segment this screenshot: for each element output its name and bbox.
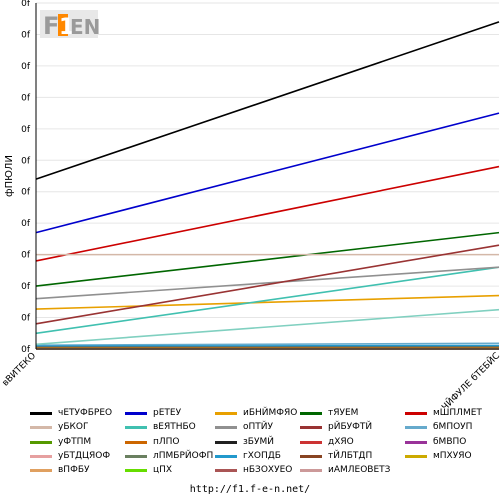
legend-swatch xyxy=(125,440,147,444)
legend-label: иБНЙМФЯО xyxy=(243,408,298,418)
legend-swatch xyxy=(300,426,322,430)
legend-swatch xyxy=(300,412,322,415)
legend-label: бМПОУП xyxy=(433,422,473,433)
svg-text:1: 1 xyxy=(59,15,74,40)
legend-label: оПТЙУ xyxy=(243,422,273,433)
legend-swatch xyxy=(125,469,147,473)
y-tick-label: 0f xyxy=(21,93,31,103)
y-tick-label: 0f xyxy=(21,345,31,355)
legend-swatch xyxy=(125,412,147,415)
series-lines xyxy=(35,21,500,350)
legend-label: рЙБУФТЙ xyxy=(328,422,373,433)
series-line xyxy=(35,231,500,287)
axes xyxy=(35,3,499,350)
legend-label: уФТПМ xyxy=(58,436,92,447)
series-line xyxy=(35,266,500,335)
y-tick-label: 0f xyxy=(21,314,31,324)
legend-swatch xyxy=(30,454,52,458)
y-tick-label: 0f xyxy=(21,282,31,292)
svg-text:F: F xyxy=(43,12,59,40)
footer-url[interactable]: http://f1.f-e-n.net/ xyxy=(189,484,311,495)
logo-graphic: F 1 EN xyxy=(40,10,100,40)
legend-label: тЯУЕМ xyxy=(328,408,359,418)
legend-label: дХЯО xyxy=(328,436,354,447)
legend-label: нБЗОХУЕО xyxy=(243,465,293,476)
legend-label: мШПЛМЕТ xyxy=(433,408,482,418)
legend-swatch xyxy=(405,440,427,444)
series-line xyxy=(35,21,500,180)
y-axis-label: фПЮЛИ xyxy=(4,155,15,197)
legend-swatch xyxy=(215,412,237,415)
y-axis-ticks: 0f 0f 0f 0f 0f 0f 0f 0f 0f 0f 0f 0f xyxy=(21,0,31,355)
y-tick-label: 0f xyxy=(21,0,31,9)
legend-label: иАМЛЕОВЕТЗ xyxy=(328,465,391,476)
legend-label: бМВПО xyxy=(433,436,467,447)
legend-swatch xyxy=(300,440,322,444)
legend-label: рЕТЕУ xyxy=(153,408,182,418)
legend-label: вЕЯТНБО xyxy=(153,422,196,433)
series-line xyxy=(35,165,500,262)
legend-swatch xyxy=(215,426,237,430)
y-tick-label: 0f xyxy=(21,30,31,40)
legend-label: уБКОГ xyxy=(58,422,89,433)
legend-label: уБТДЦЯОФ xyxy=(58,450,111,461)
f1en-logo: F 1 EN xyxy=(40,8,100,40)
legend-label: тЙЛБТДП xyxy=(328,450,373,461)
legend-swatch xyxy=(300,469,322,473)
legend-swatch xyxy=(405,454,427,458)
legend-swatch xyxy=(125,426,147,430)
series-line xyxy=(35,342,500,347)
legend-swatch xyxy=(405,426,427,430)
y-tick-label: 0f xyxy=(21,125,31,135)
legend-swatch xyxy=(300,454,322,458)
legend-swatch xyxy=(215,454,237,458)
legend-swatch xyxy=(405,412,427,415)
legend-label: зБУМЙ xyxy=(243,436,274,447)
x-tick-label-start: вВИТЕКО xyxy=(1,351,38,388)
series-line xyxy=(35,266,500,300)
legend-label: мПХУЯО xyxy=(433,450,472,461)
y-tick-label: 0f xyxy=(21,219,31,229)
series-line xyxy=(35,308,500,346)
y-tick-label: 0f xyxy=(21,62,31,72)
legend-swatch xyxy=(30,412,52,415)
legend-label: цПХ xyxy=(153,465,173,476)
legend-swatch xyxy=(215,440,237,444)
legend-swatch xyxy=(30,440,52,444)
series-line xyxy=(35,344,500,347)
legend-label: гХОПДБ xyxy=(243,450,281,461)
series-line xyxy=(35,244,500,325)
legend-label: пЛПО xyxy=(153,436,180,447)
grid-lines xyxy=(36,2,499,319)
legend-label: вПФБУ xyxy=(58,465,90,476)
y-tick-label: 0f xyxy=(21,251,31,261)
y-tick-label: 0f xyxy=(21,156,31,166)
x-tick-label-end: ЧЙФУЛЕ бТЕБЙС xyxy=(439,350,500,413)
legend-swatch xyxy=(30,426,52,430)
series-line xyxy=(35,294,500,310)
legend-label: чЕТУФБРЕО xyxy=(58,408,113,418)
legend-label: лПМБРЙОФП xyxy=(153,450,214,461)
series-line xyxy=(35,112,500,234)
y-tick-label: 0f xyxy=(21,188,31,198)
legend-swatch xyxy=(215,469,237,473)
legend-swatch xyxy=(30,469,52,473)
legend-swatch xyxy=(125,454,147,458)
svg-text:EN: EN xyxy=(70,15,100,39)
